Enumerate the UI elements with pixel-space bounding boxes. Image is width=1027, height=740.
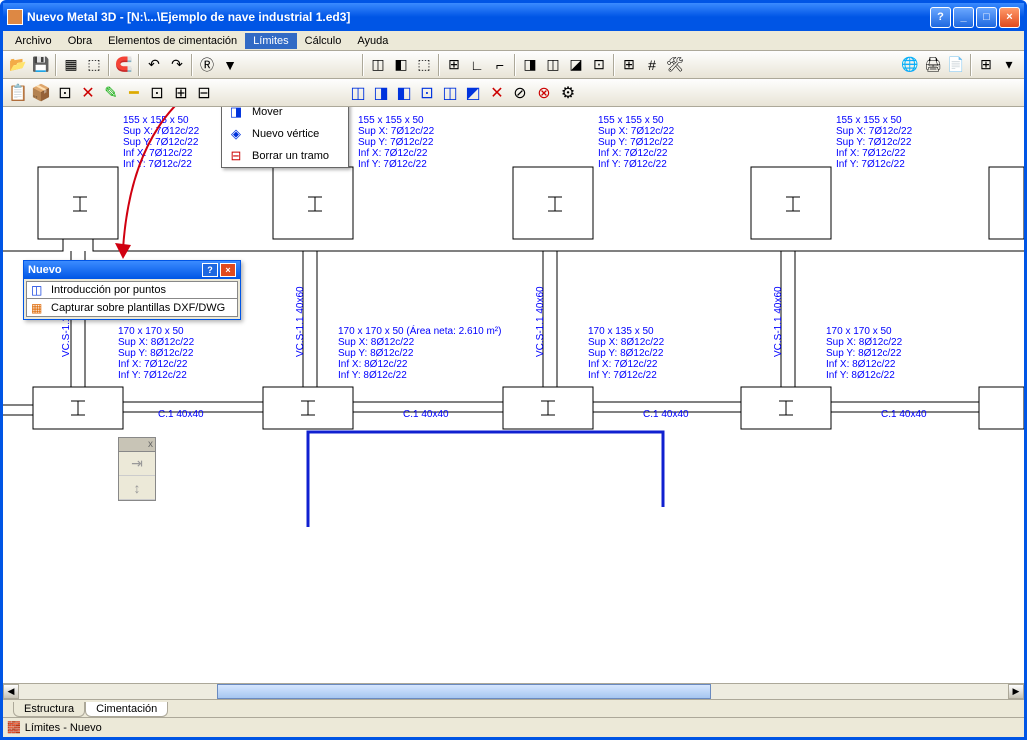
tool-icon[interactable]: ✎ [100, 82, 122, 104]
tool-icon[interactable]: ⬚ [83, 54, 105, 76]
status-text: Límites - Nuevo [25, 722, 102, 734]
tool-icon[interactable]: 📦 [30, 82, 52, 104]
nuevo-dialog: Nuevo ? × ◫ Introducción por puntos ▦ Ca… [23, 260, 241, 320]
maximize-button[interactable]: □ [976, 7, 997, 28]
tool-icon[interactable]: ⊡ [416, 82, 438, 104]
tool-icon[interactable]: ⊡ [54, 82, 76, 104]
tool-icon[interactable]: ▦ [60, 54, 82, 76]
window-title: Nuevo Metal 3D - [N:\...\Ejemplo de nave… [27, 10, 930, 24]
minimize-button[interactable]: _ [953, 7, 974, 28]
tool-icon[interactable]: ⌐ [489, 54, 511, 76]
menu-archivo[interactable]: Archivo [7, 33, 60, 49]
toolbox-btn[interactable]: ↕ [119, 476, 155, 500]
undo-icon[interactable]: ↶ [143, 54, 165, 76]
app-window: Nuevo Metal 3D - [N:\...\Ejemplo de nave… [0, 0, 1027, 740]
dxf-icon: ▦ [31, 301, 47, 315]
menu-ayuda[interactable]: Ayuda [349, 33, 396, 49]
tool-icon[interactable]: ⊞ [443, 54, 465, 76]
tool-icon[interactable]: ◫ [439, 82, 461, 104]
dialog-help-button[interactable]: ? [202, 263, 218, 277]
tool-icon[interactable]: ⊗ [533, 82, 555, 104]
annotation-arrow [103, 107, 263, 269]
tool-icon[interactable]: ◧ [390, 54, 412, 76]
tool-icon[interactable]: Ⓡ [196, 54, 218, 76]
config-icon[interactable]: ⚙ [557, 82, 579, 104]
tool-icon[interactable]: ▼ [219, 54, 241, 76]
toolbar-main: 📂 💾 ▦ ⬚ 🧲 ↶ ↷ Ⓡ ▼ ◫ ◧ ⬚ ⊞ ∟ ⌐ ◨ ◫ ◪ ⊡ ⊞ … [3, 51, 1024, 79]
save-icon[interactable]: 💾 [30, 54, 52, 76]
toolbox-close-icon[interactable]: x [119, 438, 155, 452]
tool-icon[interactable]: ⊞ [618, 54, 640, 76]
tool-icon[interactable]: ⊡ [588, 54, 610, 76]
tool-icon[interactable]: ◫ [367, 54, 389, 76]
tool-icon[interactable]: ━ [123, 82, 145, 104]
titlebar: Nuevo Metal 3D - [N:\...\Ejemplo de nave… [3, 3, 1024, 31]
tool-icon[interactable]: ◪ [565, 54, 587, 76]
tool-icon[interactable]: ⊞ [975, 54, 997, 76]
dialog-item-puntos[interactable]: ◫ Introducción por puntos [26, 281, 238, 299]
dropdown-icon[interactable]: ▾ [998, 54, 1020, 76]
tool-icon[interactable]: ◧ [393, 82, 415, 104]
tool-icon[interactable]: ✕ [486, 82, 508, 104]
tool-icon[interactable]: ⊞ [170, 82, 192, 104]
tool-icon[interactable]: ◫ [347, 82, 369, 104]
limit-polyline [303, 427, 673, 537]
floating-toolbox[interactable]: x ⇥ ↕ [118, 437, 156, 501]
tool-icon[interactable]: ✕ [77, 82, 99, 104]
tool-icon[interactable]: ⊘ [509, 82, 531, 104]
dialog-close-button[interactable]: × [220, 263, 236, 277]
redo-icon[interactable]: ↷ [166, 54, 188, 76]
globe-icon[interactable]: 🌐 [899, 54, 921, 76]
tool-icon[interactable]: ◫ [542, 54, 564, 76]
menu-limites[interactable]: Límites [245, 33, 296, 49]
statusbar: 🧱 Límites - Nuevo [3, 717, 1024, 737]
scroll-left-icon[interactable]: ◀ [3, 684, 19, 699]
print-icon[interactable]: 🖨 [922, 54, 944, 76]
tool-icon[interactable]: ⊡ [146, 82, 168, 104]
toolbar-secondary: 📋 📦 ⊡ ✕ ✎ ━ ⊡ ⊞ ⊟ ◫ ◨ ◧ ⊡ ◫ ◩ ✕ ⊘ ⊗ ⚙ [3, 79, 1024, 107]
dialog-item-dxf[interactable]: ▦ Capturar sobre plantillas DXF/DWG [26, 299, 238, 317]
toolbox-btn[interactable]: ⇥ [119, 452, 155, 476]
menu-obra[interactable]: Obra [60, 33, 100, 49]
close-button[interactable]: × [999, 7, 1020, 28]
tool-icon[interactable]: ◨ [370, 82, 392, 104]
app-icon [7, 9, 23, 25]
menubar: Archivo Obra Elementos de cimentación Lí… [3, 31, 1024, 51]
drawing-canvas[interactable]: 155 x 155 x 50 Sup X: 7Ø12c/22 Sup Y: 7Ø… [3, 107, 1024, 683]
tool-icon[interactable]: 🛠 [664, 54, 686, 76]
magnet-icon[interactable]: 🧲 [113, 54, 135, 76]
menu-elementos[interactable]: Elementos de cimentación [100, 33, 245, 49]
status-icon: 🧱 [7, 721, 21, 734]
help-button[interactable]: ? [930, 7, 951, 28]
view-tabs: Estructura Cimentación [3, 699, 1024, 717]
tab-cimentacion[interactable]: Cimentación [85, 702, 168, 717]
open-icon[interactable]: 📂 [7, 54, 29, 76]
tool-icon[interactable]: ◨ [519, 54, 541, 76]
tool-icon[interactable]: ⬚ [413, 54, 435, 76]
menu-calculo[interactable]: Cálculo [297, 33, 350, 49]
tool-icon[interactable]: ⊟ [193, 82, 215, 104]
dialog-title: Nuevo [28, 264, 200, 276]
tool-icon[interactable]: ◩ [462, 82, 484, 104]
tool-icon[interactable]: 📋 [7, 82, 29, 104]
tool-icon[interactable]: 📄 [945, 54, 967, 76]
tool-icon[interactable]: ∟ [466, 54, 488, 76]
scroll-thumb[interactable] [217, 684, 712, 699]
tab-estructura[interactable]: Estructura [13, 702, 85, 717]
tool-icon[interactable]: # [641, 54, 663, 76]
puntos-icon: ◫ [31, 283, 47, 297]
horizontal-scrollbar[interactable]: ◀ ▶ [3, 683, 1024, 699]
scroll-right-icon[interactable]: ▶ [1008, 684, 1024, 699]
